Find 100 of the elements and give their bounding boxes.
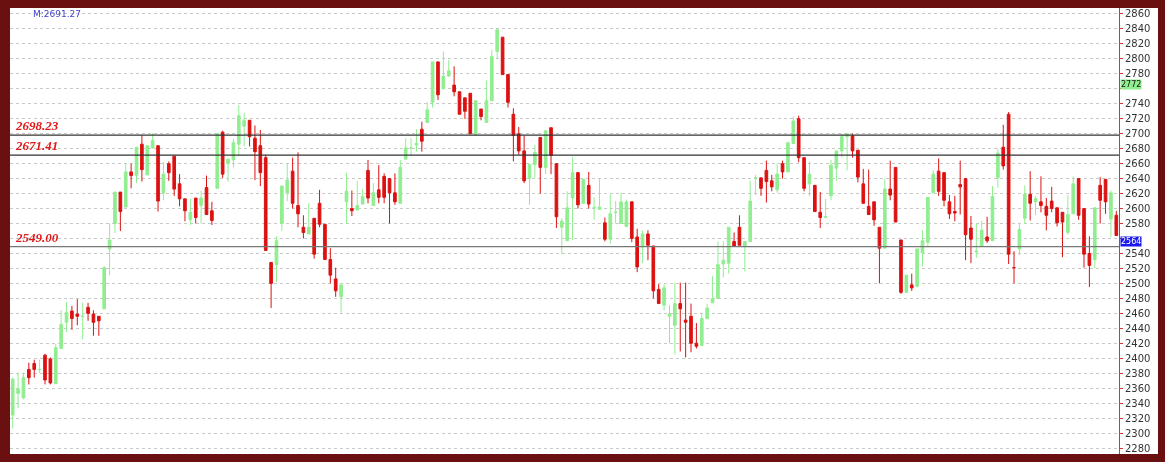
candlestick — [490, 49, 494, 102]
text: 2772 — [1121, 80, 1142, 89]
candlestick — [947, 194, 952, 220]
candlestick — [366, 159, 370, 204]
candlestick — [920, 229, 925, 267]
candlestick — [877, 226, 882, 284]
candlestick — [107, 223, 112, 276]
y-tick-label: 2860 — [1125, 8, 1151, 20]
candlestick — [678, 282, 683, 352]
candlestick — [306, 202, 311, 235]
candlestick — [371, 182, 376, 207]
y-tick-label: 2540 — [1125, 247, 1151, 259]
ref-line-label: 2671.41 — [15, 138, 59, 153]
candlestick — [344, 172, 349, 225]
candlestick — [1103, 178, 1108, 215]
ref-line-label: 2698.23 — [15, 118, 59, 133]
candlestick — [350, 190, 354, 217]
candlestick — [538, 136, 543, 195]
candlestick — [210, 201, 214, 226]
candlestick — [974, 223, 979, 259]
candlestick — [549, 127, 553, 175]
candlestick — [958, 160, 963, 216]
candlestick — [1098, 176, 1102, 225]
text: 2564 — [1121, 237, 1142, 246]
candlestick — [409, 137, 413, 157]
candlestick — [123, 163, 128, 208]
candlestick — [1022, 184, 1027, 225]
candlestick — [985, 216, 989, 244]
candlestick — [823, 198, 828, 219]
y-tick-label: 2460 — [1125, 307, 1151, 319]
candlestick — [899, 239, 903, 295]
candlestick — [1044, 197, 1049, 231]
y-tick-label: 2280 — [1125, 442, 1151, 454]
candlestick — [931, 169, 936, 194]
candlestick — [290, 157, 295, 210]
candlestick — [473, 100, 478, 137]
candlestick — [220, 130, 225, 179]
candlestick — [129, 163, 133, 189]
y-tick-label: 2660 — [1125, 158, 1151, 170]
annotation: M:2691.27 — [33, 9, 82, 19]
y-tick-label: 2340 — [1125, 397, 1151, 409]
y-tick-label: 2300 — [1125, 427, 1151, 439]
candlestick — [592, 196, 596, 221]
candlestick — [64, 301, 69, 333]
candlestick — [667, 304, 672, 344]
candlestick — [1066, 194, 1070, 236]
candlestick — [780, 160, 785, 180]
y-tick-label: 2780 — [1125, 68, 1151, 80]
candlestick — [656, 283, 661, 305]
candlestick — [1006, 111, 1011, 265]
candlestick — [909, 273, 914, 292]
candlestick — [495, 29, 500, 59]
y-tick-label: 2400 — [1125, 352, 1151, 364]
candlestick — [769, 174, 774, 192]
candlestick — [247, 119, 252, 147]
candlestick — [1028, 170, 1032, 222]
candlestick — [1109, 190, 1113, 238]
candlestick — [640, 229, 645, 264]
y-tick-label: 2740 — [1125, 98, 1151, 110]
candlestick — [355, 180, 360, 211]
candlestick — [97, 315, 101, 337]
candlestick — [996, 148, 1000, 189]
candlestick — [484, 80, 489, 123]
candlestick — [603, 217, 607, 242]
candlestick — [479, 108, 483, 121]
candlestick — [570, 156, 575, 241]
candlestick — [269, 261, 273, 309]
candlestick — [608, 193, 613, 245]
y-tick-label: 2380 — [1125, 367, 1151, 379]
candlestick — [145, 145, 150, 176]
candlestick — [333, 267, 338, 298]
candlestick — [527, 163, 532, 206]
candlestick — [274, 235, 279, 283]
y-tick-label: 2520 — [1125, 262, 1151, 274]
candlestick — [818, 191, 823, 229]
candlestick — [813, 184, 817, 213]
candlestick — [312, 217, 316, 260]
y-tick-label: 2640 — [1125, 173, 1151, 185]
y-tick-label: 2720 — [1125, 113, 1151, 125]
candlestick — [613, 200, 618, 225]
candlestick — [452, 65, 456, 97]
candlestick — [883, 178, 887, 249]
candlestick — [511, 107, 516, 162]
y-tick-label: 2500 — [1125, 277, 1151, 289]
candlestick — [425, 101, 430, 123]
y-tick-label: 2680 — [1125, 143, 1151, 155]
candlestick — [856, 149, 860, 183]
y-tick-label: 2420 — [1125, 337, 1151, 349]
candlestick — [80, 302, 85, 341]
candlestick — [915, 248, 919, 287]
candlestick — [1092, 207, 1097, 269]
candlestick — [102, 265, 107, 310]
candlestick — [586, 171, 591, 210]
candlestick — [807, 160, 812, 197]
candlestick — [1017, 223, 1022, 256]
candlestick — [554, 163, 559, 229]
candlestick — [1039, 175, 1043, 213]
candlestick — [199, 190, 203, 225]
y-tick-label: 2600 — [1125, 203, 1151, 215]
candlestick — [150, 132, 155, 150]
